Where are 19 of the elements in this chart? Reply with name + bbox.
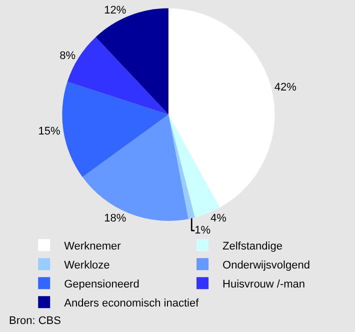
- data-label: 18%: [104, 212, 126, 225]
- pie-slice: [168, 114, 195, 219]
- pie-slice: [82, 114, 188, 221]
- legend-label: Werkloze: [64, 259, 110, 272]
- legend-label: Onderwijsvolgend: [222, 259, 310, 272]
- legend-label: Werknemer: [64, 240, 122, 252]
- text: Bron: CBS: [9, 315, 61, 327]
- legend-label: Gepensioneerd: [64, 278, 140, 290]
- data-label: 42%: [274, 82, 297, 94]
- legend-label: Huisvrouw /-man: [222, 278, 306, 290]
- pie-slice: [168, 8, 275, 208]
- data-label: 8%: [60, 50, 76, 62]
- legend-label: Zelfstandige: [222, 240, 282, 252]
- data-label: 12%: [104, 4, 126, 17]
- data-label: 4%: [210, 212, 227, 225]
- pie-slice: [62, 82, 168, 178]
- legend-label: Anders economisch inactief: [64, 297, 200, 310]
- data-label: 1%: [194, 224, 211, 237]
- data-label: 15%: [38, 125, 60, 138]
